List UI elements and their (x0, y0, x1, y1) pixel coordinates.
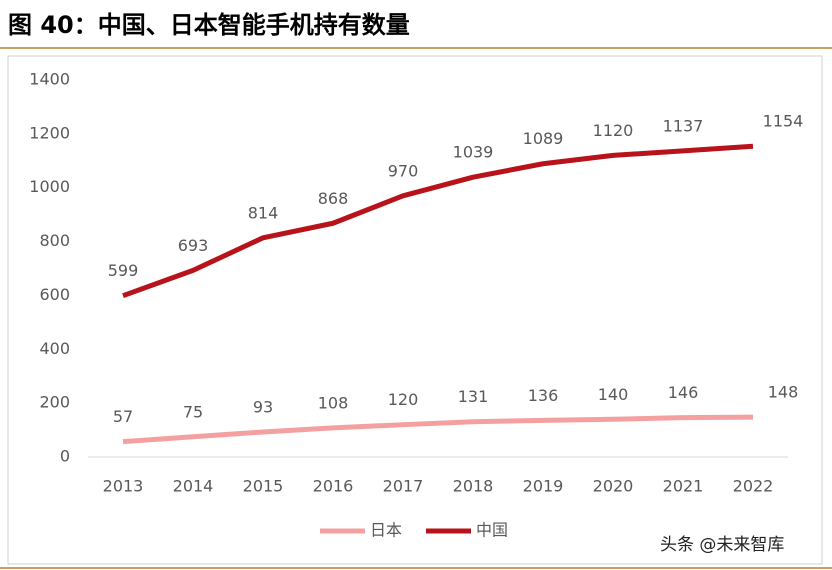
series-line (122, 143, 754, 299)
y-tick-label: 400 (39, 339, 70, 358)
data-label: 148 (768, 383, 799, 402)
legend-label: 中国 (476, 521, 508, 540)
chart-title: 图 40：中国、日本智能手机持有数量 (8, 11, 410, 39)
data-label: 1039 (453, 143, 494, 162)
legend-label: 日本 (370, 521, 402, 540)
y-tick-label: 0 (60, 447, 70, 466)
data-label: 599 (108, 261, 139, 280)
chart-frame (7, 55, 823, 565)
x-tick-label: 2015 (243, 477, 284, 496)
data-label: 75 (183, 402, 203, 421)
x-tick-label: 2021 (663, 477, 704, 496)
data-label: 1120 (593, 121, 634, 140)
x-tick-label: 2022 (733, 477, 774, 496)
data-label: 136 (528, 386, 559, 405)
data-label: 1089 (523, 129, 564, 148)
y-tick-label: 1000 (29, 177, 70, 196)
data-label: 131 (458, 387, 489, 406)
data-label: 693 (178, 236, 209, 255)
data-label: 1137 (663, 116, 704, 135)
x-tick-label: 2014 (173, 477, 214, 496)
data-label: 868 (318, 189, 349, 208)
x-tick-label: 2018 (453, 477, 494, 496)
data-label: 1154 (763, 112, 804, 131)
data-label: 814 (248, 203, 279, 222)
watermark: 头条 @未来智库 (660, 535, 784, 555)
y-tick-label: 1400 (29, 70, 70, 89)
x-tick-label: 2016 (313, 477, 354, 496)
x-tick-label: 2019 (523, 477, 564, 496)
data-label: 140 (598, 385, 629, 404)
data-label: 108 (318, 393, 349, 412)
series-line (122, 414, 754, 445)
data-label: 57 (113, 407, 133, 426)
y-tick-label: 200 (39, 393, 70, 412)
x-tick-label: 2013 (103, 477, 144, 496)
x-tick-label: 2017 (383, 477, 424, 496)
data-label: 146 (668, 383, 699, 402)
y-tick-label: 600 (39, 285, 70, 304)
x-tick-label: 2020 (593, 477, 634, 496)
data-label: 120 (388, 390, 419, 409)
data-label: 93 (253, 397, 273, 416)
y-tick-label: 1200 (29, 123, 70, 142)
y-tick-label: 800 (39, 231, 70, 250)
data-label: 970 (388, 161, 419, 180)
